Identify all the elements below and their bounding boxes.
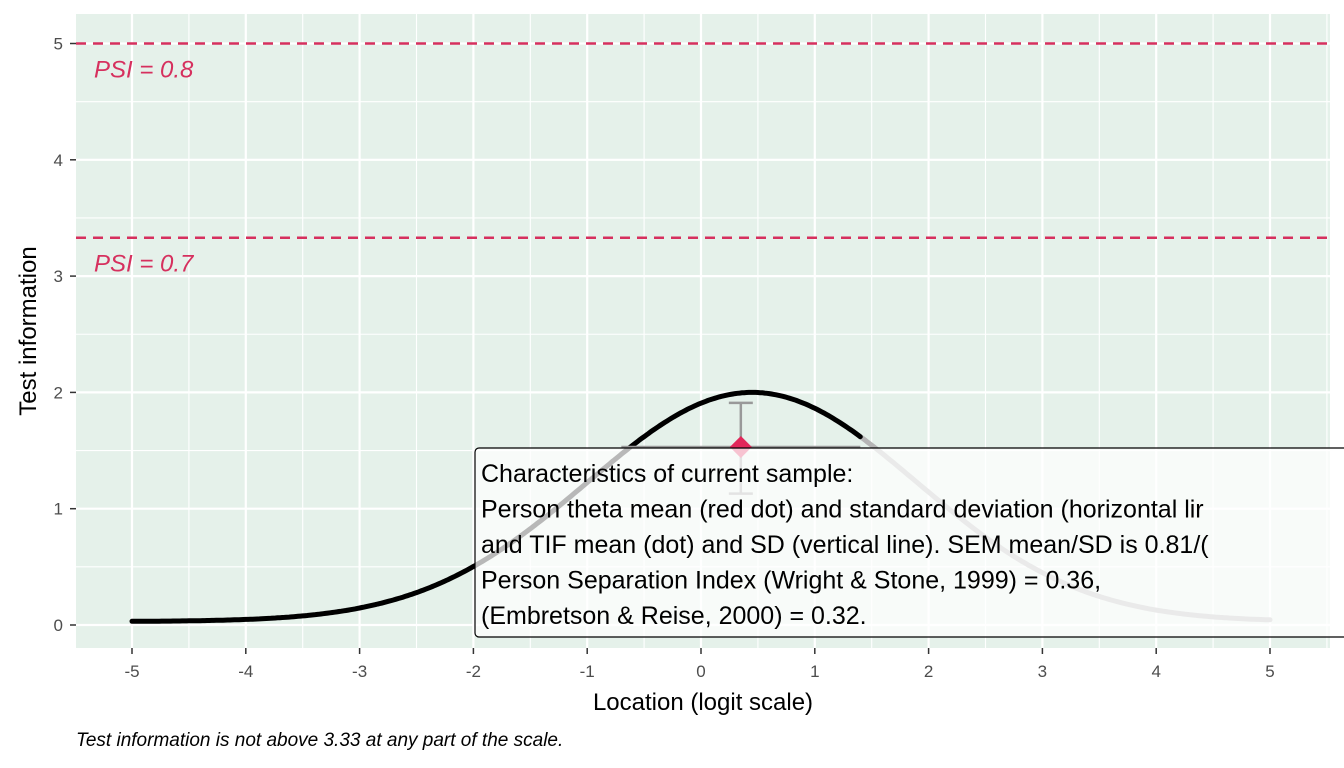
- x-tick-label: -1: [580, 662, 595, 681]
- annotation-text-line: Person theta mean (red dot) and standard…: [481, 496, 1204, 524]
- psi-label: PSI = 0.8: [94, 57, 194, 84]
- chart-caption: Test information is not above 3.33 at an…: [76, 730, 564, 751]
- x-tick-label: 1: [810, 662, 819, 681]
- axes: -5 -4 -3 -2 -1 0 1 2 3 4 5 0 1 2 3 4 5: [54, 35, 1275, 682]
- psi-label: PSI = 0.7: [94, 251, 195, 278]
- sample-annotation-box: Characteristics of current sample: Person…: [474, 447, 1344, 638]
- y-axis-title: Test information: [15, 246, 42, 415]
- x-tick-label: 3: [1038, 662, 1047, 681]
- x-tick-label: 2: [924, 662, 933, 681]
- annotation-box-frame: [474, 447, 1344, 638]
- x-tick-label: -2: [466, 662, 481, 681]
- x-tick-label: 5: [1265, 662, 1274, 681]
- psi-reference-lines: PSI = 0.8 PSI = 0.7: [76, 42, 1330, 278]
- y-tick-label: 3: [54, 267, 63, 286]
- annotation-text-line: and TIF mean (dot) and SD (vertical line…: [481, 531, 1209, 559]
- annotation-text-line: Characteristics of current sample:: [481, 460, 853, 488]
- y-tick-label: 2: [54, 383, 63, 402]
- annotation-text-line: Person Separation Index (Wright & Stone,…: [481, 567, 1101, 595]
- y-tick-label: 4: [54, 151, 63, 170]
- x-tick-label: 0: [696, 662, 705, 681]
- x-tick-label: -3: [352, 662, 367, 681]
- x-tick-label: 4: [1151, 662, 1160, 681]
- y-tick-label: 0: [54, 616, 63, 635]
- x-axis-title: Location (logit scale): [593, 689, 813, 716]
- y-tick-label: 5: [54, 35, 63, 54]
- x-tick-label: -5: [124, 662, 139, 681]
- x-tick-label: -4: [238, 662, 253, 681]
- y-tick-label: 1: [54, 500, 63, 519]
- annotation-text-line: (Embretson & Reise, 2000) = 0.32.: [481, 602, 867, 630]
